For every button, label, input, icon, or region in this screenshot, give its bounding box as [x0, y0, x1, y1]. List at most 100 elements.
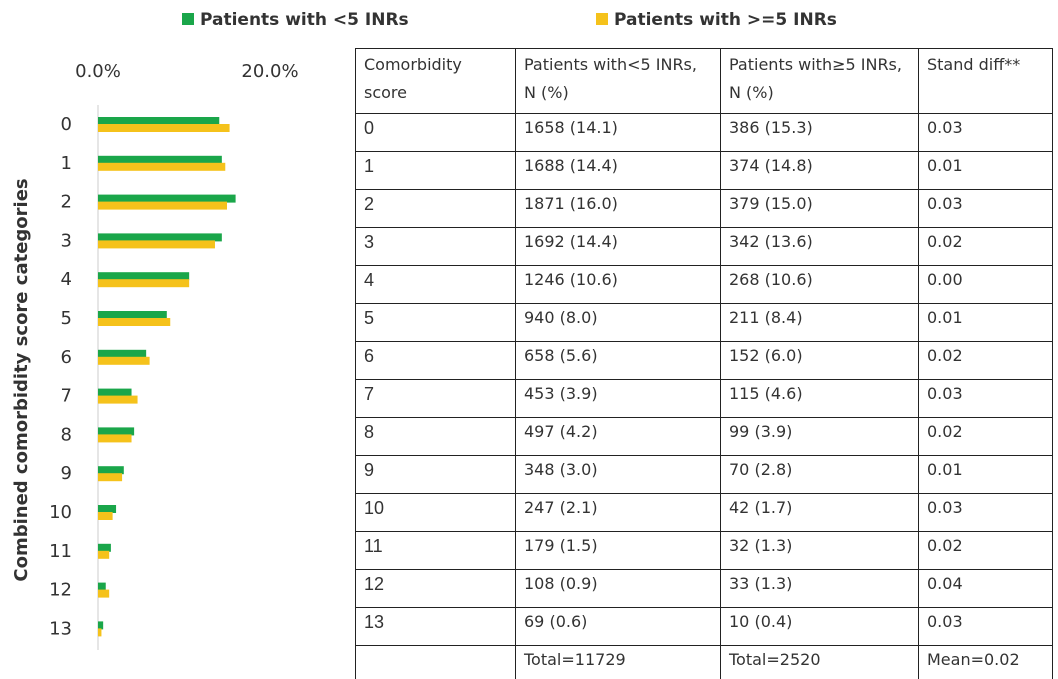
bar	[98, 155, 222, 164]
table-cell: 1688 (14.4)	[515, 151, 721, 190]
data-table: Comorbidity score Patients with<5 INRs, N…	[355, 48, 1053, 679]
table-row: 7 453 (3.9) 115 (4.6) 0.03	[355, 379, 1053, 418]
table-cell: 0.04	[918, 569, 1053, 608]
bar	[98, 233, 222, 242]
bar	[98, 550, 110, 559]
table-cell: 342 (13.6)	[720, 227, 919, 266]
bar	[98, 466, 124, 475]
table-cell: 1	[355, 151, 516, 190]
y-tick-label: 9	[61, 463, 72, 484]
table-cell: 0.02	[918, 227, 1053, 266]
table-cell: 0.01	[918, 151, 1053, 190]
table-cell: 2	[355, 189, 516, 228]
table-cell	[355, 645, 516, 679]
bar	[98, 505, 117, 513]
table-cell: 8	[355, 417, 516, 456]
y-tick-label: 10	[49, 502, 72, 523]
y-tick-label: 7	[61, 386, 72, 407]
table-cell: 0.02	[918, 531, 1053, 570]
bar	[98, 628, 102, 637]
table-cell: Total=2520	[720, 645, 919, 679]
table-cell: 99 (3.9)	[720, 417, 919, 456]
table-cell: 0.03	[918, 493, 1053, 532]
table-cell: 11	[355, 531, 516, 570]
bar	[98, 272, 190, 281]
table-cell: 247 (2.1)	[515, 493, 721, 532]
table-cell: 0.03	[918, 189, 1053, 228]
table-cell: 1246 (10.6)	[515, 265, 721, 304]
table-row: Total=11729 Total=2520 Mean=0.02	[355, 645, 1053, 679]
table-cell: 9	[355, 455, 516, 494]
table-row: Comorbidity score Patients with<5 INRs, N…	[355, 48, 1053, 114]
table-cell: 658 (5.6)	[515, 341, 721, 380]
bar	[98, 124, 230, 132]
table-cell: 32 (1.3)	[720, 531, 919, 570]
table-cell: 1871 (16.0)	[515, 189, 721, 228]
bar	[98, 311, 167, 319]
table-cell: Comorbidity score	[355, 48, 516, 114]
table-cell: 12	[355, 569, 516, 608]
table-row: 1 1688 (14.4) 374 (14.8) 0.01	[355, 151, 1053, 190]
table-cell: 70 (2.8)	[720, 455, 919, 494]
bar	[98, 194, 236, 203]
legend-swatch	[596, 13, 608, 25]
y-tick-label: 0	[61, 114, 72, 135]
bar	[98, 318, 171, 326]
table-cell: 0.02	[918, 341, 1053, 380]
table-row: 5 940 (8.0) 211 (8.4) 0.01	[355, 303, 1053, 342]
legend-label: Patients with <5 INRs	[200, 10, 409, 30]
bar	[98, 543, 111, 552]
y-tick-label: 6	[61, 347, 72, 368]
table-cell: 33 (1.3)	[720, 569, 919, 608]
table-cell: 0.01	[918, 455, 1053, 494]
table-cell: 0	[355, 113, 516, 152]
table-cell: 3	[355, 227, 516, 266]
table-cell: 348 (3.0)	[515, 455, 721, 494]
table-cell: Total=11729	[515, 645, 721, 679]
bar	[98, 356, 150, 365]
table-cell: Mean=0.02	[918, 645, 1053, 679]
table-cell: 42 (1.7)	[720, 493, 919, 532]
table-cell: 0.03	[918, 113, 1053, 152]
table-cell: 1658 (14.1)	[515, 113, 721, 152]
y-tick-label: 2	[61, 192, 72, 213]
bar	[98, 589, 110, 598]
bar	[98, 349, 147, 358]
y-tick-label: 13	[49, 618, 72, 639]
table-cell: 13	[355, 607, 516, 646]
table-cell: 108 (0.9)	[515, 569, 721, 608]
bar	[98, 427, 135, 436]
table-cell: 69 (0.6)	[515, 607, 721, 646]
table-cell: 4	[355, 265, 516, 304]
x-tick-label: 20.0%	[241, 61, 298, 82]
table-cell: 497 (4.2)	[515, 417, 721, 456]
table-cell: 374 (14.8)	[720, 151, 919, 190]
table-row: 4 1246 (10.6) 268 (10.6) 0.00	[355, 265, 1053, 304]
table-row: 8 497 (4.2) 99 (3.9) 0.02	[355, 417, 1053, 456]
table-row: 11 179 (1.5) 32 (1.3) 0.02	[355, 531, 1053, 570]
bar	[98, 388, 132, 397]
bar	[98, 582, 106, 591]
bar	[98, 279, 190, 288]
table-cell: 386 (15.3)	[720, 113, 919, 152]
y-axis-label: Combined comorbidity score categories	[11, 178, 32, 581]
y-tick-label: 11	[49, 541, 72, 562]
table-cell: 379 (15.0)	[720, 189, 919, 228]
table-cell: 7	[355, 379, 516, 418]
table-cell: 453 (3.9)	[515, 379, 721, 418]
table-cell: 211 (8.4)	[720, 303, 919, 342]
table-cell: 10	[355, 493, 516, 532]
table-row: 3 1692 (14.4) 342 (13.6) 0.02	[355, 227, 1053, 266]
table-cell: 0.02	[918, 417, 1053, 456]
table-cell: Patients with≥5 INRs, N (%)	[720, 48, 919, 114]
table-cell: 940 (8.0)	[515, 303, 721, 342]
y-tick-label: 4	[61, 269, 72, 290]
table-cell: 10 (0.4)	[720, 607, 919, 646]
bar	[98, 473, 123, 482]
table-row: 12 108 (0.9) 33 (1.3) 0.04	[355, 569, 1053, 608]
y-tick-label: 3	[61, 230, 72, 251]
bar	[98, 117, 220, 125]
table-cell: 0.00	[918, 265, 1053, 304]
